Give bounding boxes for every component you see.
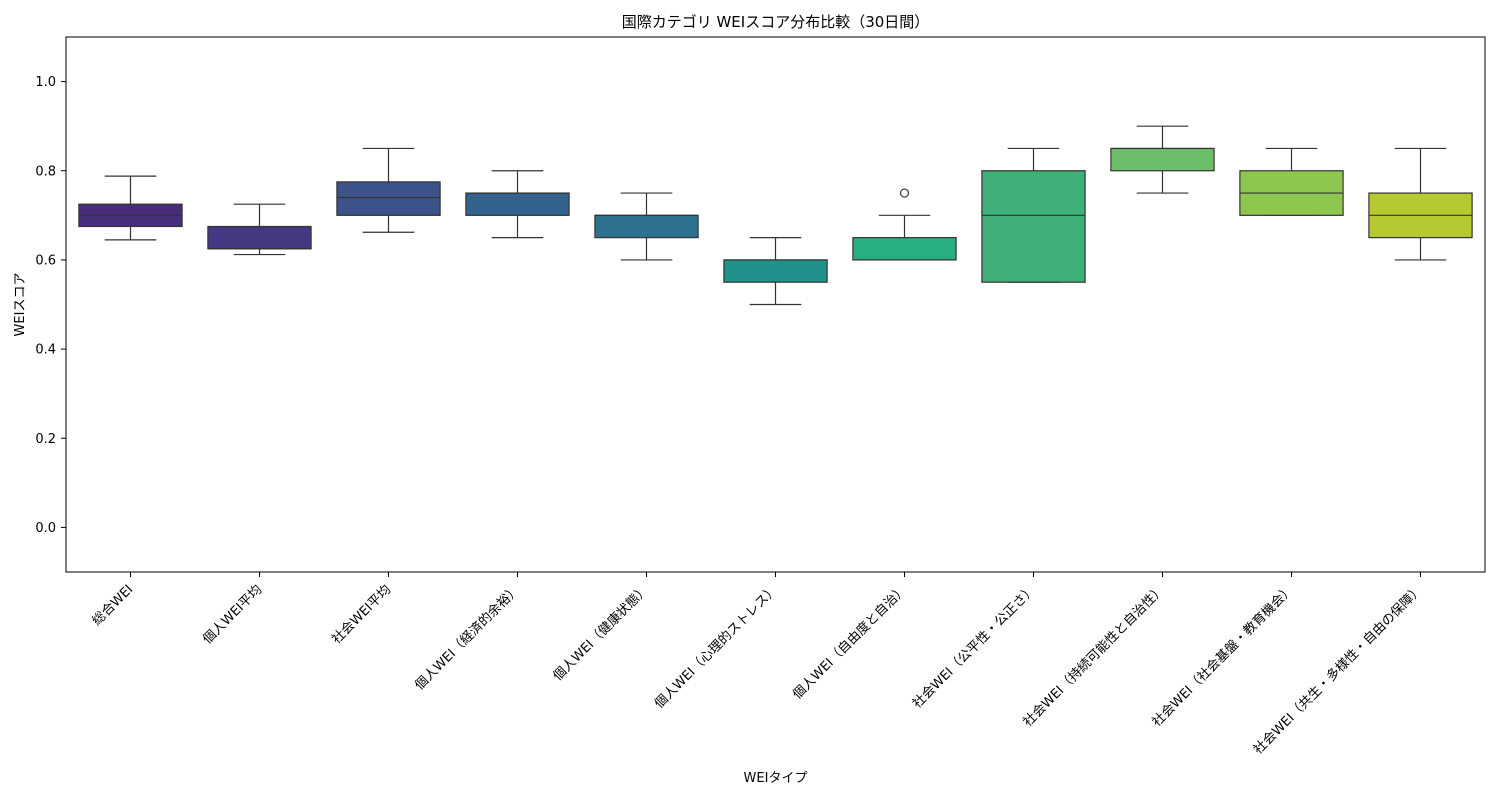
box <box>336 181 441 216</box>
y-tick-label: 0.4 <box>35 343 56 358</box>
box <box>723 259 828 283</box>
box-plot <box>981 147 1086 283</box>
y-tick-label: 0.8 <box>35 164 56 179</box>
box-plot <box>1110 125 1215 194</box>
y-tick-label: 1.0 <box>35 75 56 90</box>
box-plot <box>723 237 828 306</box>
box-plot <box>594 192 699 261</box>
box-plot <box>78 175 183 241</box>
boxes-layer <box>78 125 1473 306</box>
x-tick-label: 個人WEI平均 <box>200 582 265 647</box>
box-plot <box>1239 147 1344 216</box>
x-tick-label: 個人WEI（心理的ストレス） <box>651 582 781 712</box>
box-plot <box>1368 147 1473 261</box>
y-tick-label: 0.0 <box>35 521 56 536</box>
box <box>465 192 570 216</box>
outlier-point <box>899 188 910 198</box>
x-tick-label: 社会WEI（公平性・公正さ） <box>909 582 1039 712</box>
box-plot <box>336 147 441 233</box>
chart-title: 国際カテゴリ WEIスコア分布比較（30日間） <box>622 13 930 31</box>
x-tick-label: 個人WEI（経済的余裕） <box>412 582 524 694</box>
x-tick-label: 個人WEI（健康状態） <box>550 582 652 684</box>
box <box>207 225 312 250</box>
y-tick-label: 0.2 <box>35 432 56 447</box>
box-plot <box>465 170 570 239</box>
box-plot <box>207 203 312 256</box>
y-axis: 0.0 0.2 0.4 0.6 0.8 1.0 <box>35 75 66 536</box>
y-tick-label: 0.6 <box>35 253 56 268</box>
y-axis-label: WEIスコア <box>13 273 28 337</box>
box <box>594 214 699 239</box>
x-axis-label: WEIタイプ <box>744 771 808 786</box>
x-tick-label: 個人WEI（自由度と自治） <box>789 582 910 703</box>
x-tick-label: 総合WEI <box>90 582 137 629</box>
box-plot <box>852 188 957 261</box>
box <box>981 170 1086 283</box>
x-tick-label: 社会WEI平均 <box>329 582 395 648</box>
box <box>852 237 957 261</box>
x-axis: 総合WEI 個人WEI平均 社会WEI平均 個人WEI（経済的余裕） 個人WEI（健康状… <box>90 572 1426 758</box>
box <box>1110 147 1215 172</box>
x-tick-label: 社会WEI（社会基盤・教育機会） <box>1149 582 1297 730</box>
x-tick-label: 社会WEI（持続可能性と自治性） <box>1020 582 1168 730</box>
